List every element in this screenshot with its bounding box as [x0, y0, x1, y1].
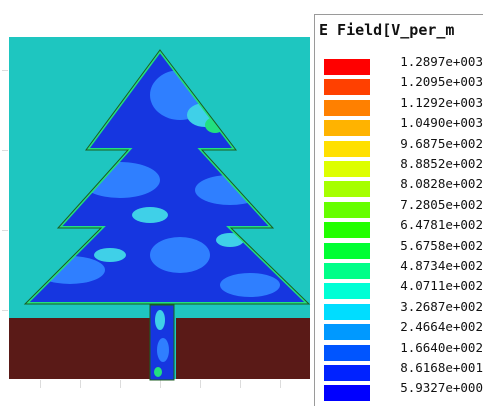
- field-legend: E Field[V_per_m 1.2897e+003 1.2095e+003 1.…: [314, 14, 483, 406]
- feed-line: [150, 305, 174, 380]
- legend-value: 1.6640e+002: [400, 339, 483, 355]
- legend-value: 1.0490e+003: [400, 115, 483, 131]
- tree-antenna-outline: [23, 49, 311, 305]
- legend-value: 7.2805e+002: [400, 196, 483, 212]
- legend-value: 9.6875e+002: [400, 135, 483, 151]
- legend-value: 4.8734e+002: [400, 258, 483, 273]
- legend-swatch: [324, 59, 370, 75]
- legend-swatch: [324, 385, 370, 402]
- legend-swatch: [324, 222, 370, 239]
- legend-swatch: [324, 283, 370, 300]
- ground-plane-right: [176, 318, 310, 379]
- legend-swatch: [324, 79, 370, 96]
- legend-swatch: [324, 99, 370, 116]
- legend-value: 4.0711e+002: [400, 278, 483, 294]
- legend-swatch: [324, 161, 370, 177]
- legend-value: 1.1292e+003: [400, 94, 483, 110]
- legend-value: 1.2095e+003: [400, 74, 483, 90]
- legend-value: 8.6168e+001: [400, 360, 483, 375]
- legend-swatch: [324, 263, 370, 279]
- legend-swatch: [324, 140, 370, 157]
- legend-value: 2.4664e+002: [400, 319, 483, 335]
- legend-value: 1.2897e+003: [400, 54, 483, 69]
- legend-swatch: [324, 344, 370, 361]
- legend-swatch: [324, 242, 370, 259]
- legend-swatch: [324, 120, 370, 137]
- ground-plane-left: [9, 318, 150, 379]
- legend-swatch: [324, 201, 370, 218]
- legend-swatch: [324, 365, 370, 381]
- legend-swatch: [324, 303, 370, 320]
- legend-value: 3.2687e+002: [400, 298, 483, 314]
- legend-value: 5.6758e+002: [400, 237, 483, 253]
- legend-value: 8.0828e+002: [400, 176, 483, 192]
- legend-swatch: [324, 324, 370, 341]
- legend-value: 8.8852e+002: [400, 156, 483, 171]
- legend-value: 5.9327e+000: [400, 380, 483, 396]
- legend-value: 6.4781e+002: [400, 217, 483, 233]
- legend-title: E Field[V_per_m: [319, 21, 455, 39]
- legend-swatch: [324, 181, 370, 198]
